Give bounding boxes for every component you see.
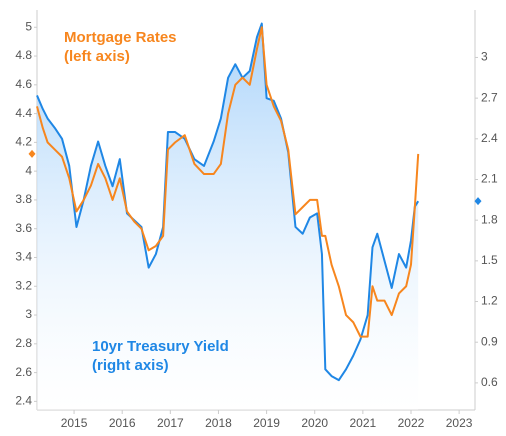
y-tick-label: 2.6 [15,365,32,379]
y-tick-label: 4 [25,163,32,177]
y2-tick-label: 2.1 [481,172,498,186]
y-tick-label: 3.8 [15,192,32,206]
y-tick-label: 4.2 [15,135,32,149]
annotation: Mortgage Rates [64,29,177,46]
y-tick-label: 5 [25,19,32,33]
annotation: (left axis) [64,48,130,65]
y-tick-label: 3.6 [15,221,32,235]
annotation: (right axis) [92,357,169,374]
x-tick-label: 2019 [253,416,280,430]
y-tick-label: 3.2 [15,278,32,292]
y2-tick-label: 1.8 [481,212,498,226]
y-tick-label: 3 [25,307,32,321]
y2-tick-label: 1.2 [481,294,498,308]
last-value-marker [474,197,482,206]
x-tick-label: 2017 [157,416,184,430]
last-value-marker [28,149,36,158]
y2-tick-label: 3 [481,50,488,64]
x-tick-label: 2015 [61,416,88,430]
y-tick-label: 4.8 [15,48,32,62]
y2-tick-label: 0.9 [481,334,498,348]
y-tick-label: 2.4 [15,394,32,408]
x-tick-label: 2018 [205,416,232,430]
x-tick-label: 2020 [301,416,328,430]
x-tick-label: 2016 [109,416,136,430]
y2-tick-label: 1.5 [481,253,498,267]
series-line [36,26,420,338]
x-tick-label: 2023 [446,416,473,430]
x-tick-label: 2022 [398,416,425,430]
y2-tick-label: 0.6 [481,375,498,389]
x-tick-label: 2021 [350,416,377,430]
y2-tick-label: 2.4 [481,131,498,145]
annotation: 10yr Treasury Yield [92,338,229,355]
y-tick-label: 3.4 [15,250,32,264]
y2-tick-label: 2.7 [481,90,498,104]
y-tick-label: 2.8 [15,336,32,350]
y-tick-label: 4.4 [15,106,32,120]
y-tick-label: 4.6 [15,77,32,91]
